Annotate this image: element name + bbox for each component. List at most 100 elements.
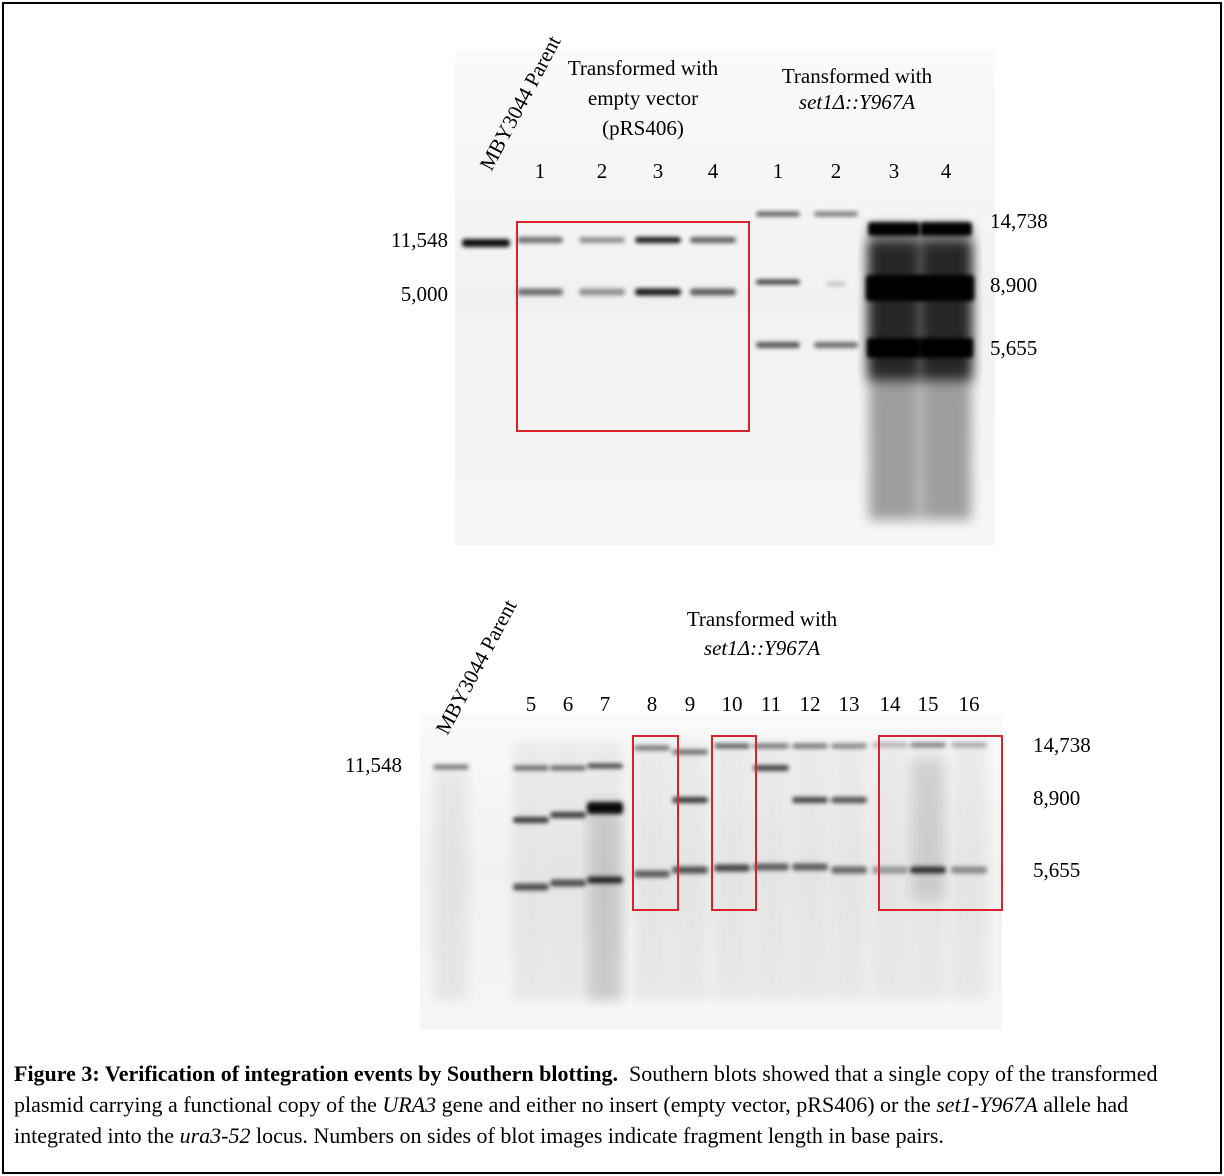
group-label: Transformed with	[782, 64, 933, 88]
lane-label: 4	[708, 159, 719, 183]
size-marker: 8,900	[990, 273, 1037, 297]
band	[872, 867, 908, 874]
lane-labels: 5 6 7 8 9 10 11 12 13 14 15 16	[526, 692, 980, 716]
lane-label: 1	[773, 159, 784, 183]
band	[814, 342, 858, 348]
band	[831, 867, 867, 874]
lane-label: 6	[563, 692, 574, 716]
smear	[513, 740, 549, 1000]
band	[872, 743, 908, 748]
lane-label: 4	[941, 159, 952, 183]
smear	[920, 240, 972, 380]
size-marker: 5,655	[1033, 858, 1080, 882]
band	[690, 237, 736, 243]
lane-label: 8	[647, 692, 658, 716]
size-marker: 11,548	[391, 228, 448, 252]
band	[635, 237, 681, 243]
band	[517, 237, 563, 243]
band	[714, 744, 750, 749]
smear	[434, 770, 468, 1000]
lane-label: 5	[526, 692, 537, 716]
caption-title: Figure 3: Verification of integration ev…	[14, 1061, 618, 1086]
band	[792, 744, 828, 749]
band	[792, 864, 828, 871]
lane-label: 11	[761, 692, 781, 716]
band	[951, 743, 987, 748]
band	[868, 222, 920, 236]
band	[756, 212, 800, 217]
lane-label: 3	[889, 159, 900, 183]
lane-label: 14	[880, 692, 902, 716]
band	[433, 765, 469, 770]
band	[513, 884, 549, 891]
lane-label: 16	[959, 692, 980, 716]
smear	[634, 740, 670, 1000]
band	[753, 864, 789, 871]
band	[550, 812, 586, 818]
band	[867, 338, 921, 358]
smear	[550, 740, 586, 1000]
band	[579, 289, 625, 296]
figure-caption: Figure 3: Verification of integration ev…	[14, 1058, 1210, 1151]
band	[831, 744, 867, 749]
band	[814, 212, 858, 217]
band	[918, 275, 974, 301]
group-label: Transformed with	[687, 607, 838, 631]
band	[635, 289, 681, 296]
size-marker: 5,000	[401, 282, 448, 306]
caption-text: set1-Y967A	[936, 1092, 1037, 1117]
band	[756, 342, 800, 348]
band	[579, 237, 625, 243]
band	[951, 867, 987, 874]
smear	[911, 760, 945, 900]
lane-label: 13	[839, 692, 860, 716]
caption-text: ura3-52	[180, 1123, 251, 1148]
band	[513, 817, 549, 823]
lane-label: 2	[831, 159, 842, 183]
band	[550, 766, 586, 771]
size-marker: 11,548	[345, 753, 402, 777]
band	[753, 765, 789, 771]
size-marker: 14,738	[990, 209, 1048, 233]
band	[753, 744, 789, 749]
band	[866, 275, 922, 301]
caption-text: gene and either no insert (empty vector,…	[436, 1092, 936, 1117]
lane-label: 3	[653, 159, 664, 183]
band	[826, 282, 846, 286]
group-label: Transformed with	[568, 56, 719, 80]
band	[634, 746, 670, 751]
lane-label: 12	[800, 692, 821, 716]
lane-label: 15	[918, 692, 939, 716]
lane-label: 1	[535, 159, 546, 183]
band	[792, 797, 828, 803]
band	[634, 871, 670, 878]
lane-label: 9	[685, 692, 696, 716]
band	[690, 289, 736, 296]
band	[462, 239, 510, 247]
lane-label: 10	[722, 692, 743, 716]
lane-label: 2	[597, 159, 608, 183]
caption-text: locus. Numbers on sides of blot images i…	[250, 1123, 943, 1148]
group-label: (pRS406)	[602, 116, 684, 140]
band	[587, 764, 623, 769]
group-label: empty vector	[588, 86, 698, 110]
smear	[868, 240, 920, 380]
smear	[588, 800, 622, 1000]
band	[831, 797, 867, 803]
size-marker: 5,655	[990, 336, 1037, 360]
band	[920, 222, 972, 236]
caption-text: URA3	[382, 1092, 436, 1117]
band	[513, 766, 549, 771]
band	[919, 338, 973, 358]
band	[517, 289, 563, 296]
blot-figure: MBY3044 Parent Transformed with empty ve…	[0, 0, 1224, 1050]
band	[714, 865, 750, 872]
group-label: set1Δ::Y967A	[799, 90, 915, 114]
band	[756, 280, 800, 285]
group-label: set1Δ::Y967A	[704, 636, 820, 660]
band	[910, 743, 946, 748]
band	[550, 880, 586, 887]
size-marker: 8,900	[1033, 786, 1080, 810]
size-marker: 14,738	[1033, 733, 1091, 757]
lane-label: 7	[600, 692, 611, 716]
